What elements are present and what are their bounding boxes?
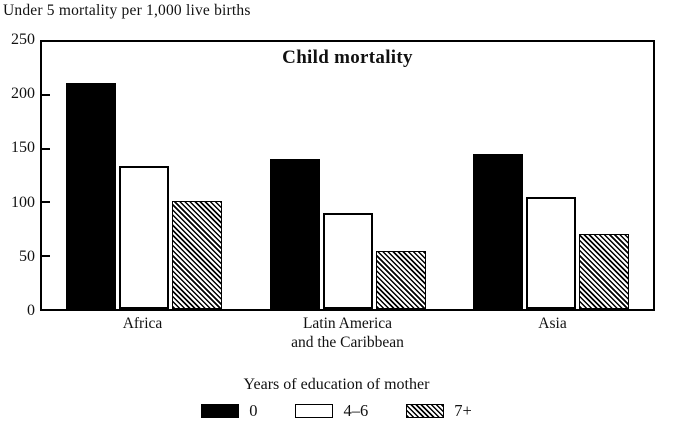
x-axis-category-label: Latin America and the Caribbean (291, 315, 404, 351)
bar-asia-edu-0 (473, 154, 524, 309)
chart-title: Child mortality (282, 47, 413, 68)
y-axis-tick-label: 0 (27, 302, 35, 319)
y-axis-tick-mark (42, 201, 50, 204)
legend-item-edu-7+: 7+ (406, 401, 472, 421)
y-axis-tick-mark (42, 254, 50, 257)
legend: 0 4–6 7+ (0, 401, 673, 421)
x-axis-category-label: Africa (122, 315, 163, 332)
bar-latin-america-edu-0 (269, 159, 320, 309)
bar-asia-edu-7+ (579, 234, 630, 309)
y-axis-tick-mark (42, 147, 50, 150)
legend-swatch-hatch-icon (406, 404, 445, 418)
y-axis-tick-label: 200 (11, 85, 35, 103)
legend-item-edu-0: 0 (201, 401, 257, 421)
bar-africa-edu-0 (65, 82, 116, 309)
bar-africa-edu-7+ (171, 201, 222, 309)
legend-title: Years of education of mother (243, 376, 430, 393)
plot-area: Child mortality (40, 40, 655, 311)
legend-label: 0 (249, 401, 258, 420)
y-axis-tick-label: 250 (11, 31, 35, 48)
y-axis-tick-label: 100 (11, 193, 35, 211)
legend-swatch-white-icon (295, 404, 334, 418)
y-axis-tick-mark (42, 94, 50, 97)
y-axis-tick-labels: 0 50 100 150 200 250 (0, 32, 35, 319)
legend-item-edu-4–6: 4–6 (295, 401, 368, 421)
bar-latin-america-edu-4–6 (322, 212, 373, 309)
y-axis-tick-label: 150 (11, 139, 35, 157)
bar-asia-edu-4–6 (526, 196, 577, 309)
x-axis-labels: Africa Latin America and the Caribbean Asi… (40, 314, 655, 356)
legend-swatch-black-icon (201, 404, 240, 418)
y-axis-title: Under 5 mortality per 1,000 live births (3, 2, 251, 19)
x-axis-category-label: Asia (538, 315, 567, 332)
bar-africa-edu-4–6 (118, 165, 169, 309)
legend-label: 7+ (454, 401, 472, 420)
legend-label: 4–6 (343, 401, 369, 420)
y-axis-tick-label: 50 (19, 247, 35, 265)
bar-latin-america-edu-7+ (375, 251, 426, 309)
